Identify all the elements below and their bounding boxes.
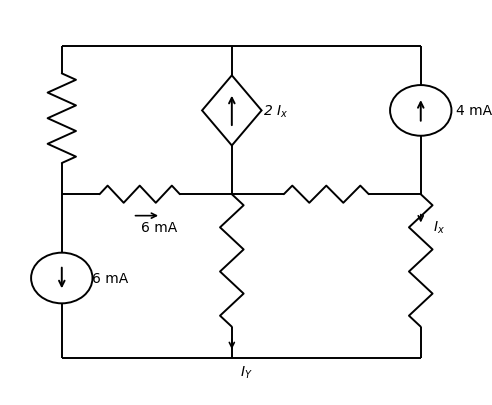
Text: 6 mA: 6 mA — [141, 220, 178, 234]
Text: 2 $I_x$: 2 $I_x$ — [263, 103, 288, 119]
Text: 4 mA: 4 mA — [456, 104, 492, 118]
Text: $I_Y$: $I_Y$ — [240, 364, 253, 380]
Text: 6 mA: 6 mA — [92, 271, 129, 285]
Text: $I_x$: $I_x$ — [432, 219, 444, 235]
